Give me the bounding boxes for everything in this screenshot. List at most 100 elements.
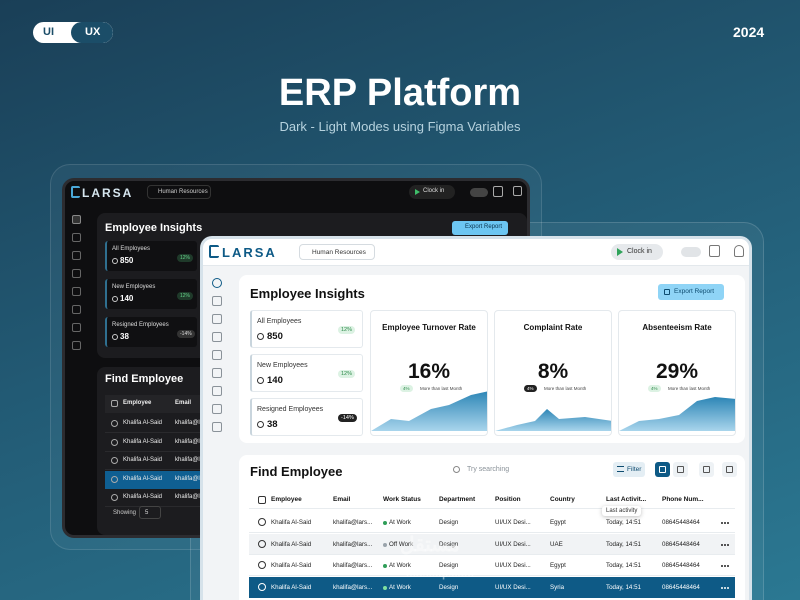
cell: khalifa@lars... xyxy=(333,519,373,526)
cell: Khalifa Al-Said xyxy=(271,540,312,548)
more-dot xyxy=(724,586,726,589)
row-avatar xyxy=(258,561,266,569)
sidebar-icon[interactable] xyxy=(72,323,81,332)
theme-toggle[interactable] xyxy=(470,188,488,197)
notify-icon[interactable] xyxy=(734,245,744,257)
search-input[interactable]: Try searching xyxy=(453,463,603,478)
table-row[interactable]: Khalifa Al-Said khalifa@lars... Off Work De… xyxy=(249,533,735,555)
cell: Today, 14:51 xyxy=(606,540,641,548)
sidebar-icon[interactable] xyxy=(72,251,81,260)
people-icon xyxy=(257,333,264,340)
module-select[interactable]: Human Resources xyxy=(147,185,211,199)
table-row[interactable]: Khalifa Al-Said khalifa@lars... At Work Des… xyxy=(249,512,735,533)
tag[interactable]: UI xyxy=(43,26,54,38)
stat-card: New Employees 140 12% xyxy=(105,279,197,309)
view-toggle[interactable] xyxy=(655,462,670,477)
cell: Off Work xyxy=(389,540,414,548)
cell: khalifa@lars... xyxy=(333,562,373,569)
tooltip: Last activity xyxy=(602,506,642,516)
sidebar-icon[interactable] xyxy=(212,386,222,396)
cell: At Work xyxy=(389,519,411,526)
more-dot xyxy=(721,522,723,524)
status-dot xyxy=(383,521,387,525)
row-avatar xyxy=(258,582,266,591)
stat-badge: 12% xyxy=(338,326,356,334)
stat-badge: 12% xyxy=(177,292,194,300)
cell: At Work xyxy=(389,583,411,591)
sidebar-icon[interactable] xyxy=(212,350,222,360)
stat-value: 850 xyxy=(120,256,134,265)
people-icon xyxy=(112,258,118,264)
sidebar-icon[interactable] xyxy=(212,296,222,306)
light-screen: LARSA Human Resources Clock in Employee Ins… xyxy=(200,236,752,600)
top-bar xyxy=(203,239,749,266)
page-size-select[interactable]: 5 xyxy=(139,506,161,519)
sidebar-icon[interactable] xyxy=(72,269,81,278)
row-avatar xyxy=(111,420,118,427)
sidebar-icon[interactable] xyxy=(212,368,222,378)
cell: Design xyxy=(439,540,459,548)
view-toggle[interactable] xyxy=(722,462,737,477)
stat-value: 140 xyxy=(120,294,134,303)
row-avatar xyxy=(111,457,118,464)
sidebar-icon[interactable] xyxy=(72,215,81,224)
stat-card: All Employees 850 12% xyxy=(250,310,363,348)
module-label: Human Resources xyxy=(158,189,208,195)
cell: Khalifa Al-Said xyxy=(271,583,312,591)
cell: UI/UX Desi... xyxy=(495,519,531,526)
status-dot xyxy=(383,585,387,590)
translate-icon[interactable] xyxy=(493,186,503,197)
employee-email: khalifa@lom xyxy=(175,475,209,482)
checkbox[interactable] xyxy=(111,400,118,407)
sidebar-icon[interactable] xyxy=(72,305,81,314)
translate-icon[interactable] xyxy=(709,245,720,257)
cell: UI/UX Desi... xyxy=(495,583,531,591)
stat-label: New Employees xyxy=(257,362,308,369)
view-toggle[interactable] xyxy=(699,462,714,477)
clock-in-button[interactable]: Clock in xyxy=(409,185,455,199)
employee-email: khalifa@lom xyxy=(175,457,209,463)
theme-toggle[interactable] xyxy=(681,247,701,257)
notify-icon[interactable] xyxy=(513,186,522,196)
status-dot xyxy=(383,542,387,547)
rate-value: 8% xyxy=(537,360,569,383)
table-row[interactable]: Khalifa Al-Said khalifa@lars... At Work Des… xyxy=(249,576,735,598)
checkbox[interactable] xyxy=(258,496,266,504)
module-select[interactable]: Human Resources xyxy=(299,244,375,260)
watermark-arabic: مستقل xyxy=(400,534,460,556)
rate-badge: 4% xyxy=(400,385,413,392)
rate-card: Complaint Rate 8% 4% More than last Month xyxy=(494,310,612,436)
cell: Syria xyxy=(550,583,565,591)
stat-value: 38 xyxy=(120,332,129,341)
sidebar-icon[interactable] xyxy=(212,332,222,342)
find-panel: Find Employee Try searching Filter Employee… xyxy=(239,455,745,600)
view-toggle[interactable] xyxy=(673,462,688,477)
tag[interactable]: UX xyxy=(85,26,101,38)
clock-in-button[interactable]: Clock in xyxy=(611,244,663,260)
sidebar-icon[interactable] xyxy=(212,404,222,414)
status-dot xyxy=(383,564,387,568)
table-row[interactable]: Khalifa Al-Said khalifa@lars... At Work Des… xyxy=(249,555,735,576)
sidebar-icon[interactable] xyxy=(212,314,222,324)
sidebar-icon[interactable] xyxy=(72,341,81,350)
people-icon xyxy=(112,334,118,340)
stat-badge: -14% xyxy=(177,330,195,338)
sidebar-icon[interactable] xyxy=(212,422,222,432)
cell: khalifa@lars... xyxy=(333,540,373,548)
people-icon xyxy=(257,377,264,384)
play-icon xyxy=(617,248,623,256)
more-dot xyxy=(721,586,723,589)
sparkline-area xyxy=(495,409,611,431)
stat-card: Resigned Employees 38 -14% xyxy=(250,398,363,436)
sidebar-icon[interactable] xyxy=(212,278,222,288)
column-header: Employee xyxy=(271,496,302,503)
filter-button[interactable]: Filter xyxy=(613,462,645,477)
sidebar-icon[interactable] xyxy=(72,287,81,296)
sidebar-icon[interactable] xyxy=(72,233,81,242)
export-button[interactable]: Export Report xyxy=(658,284,724,300)
sparkline xyxy=(371,391,487,431)
filter-label: Filter xyxy=(627,466,642,473)
people-icon xyxy=(257,421,264,428)
export-button[interactable]: Export Report xyxy=(452,221,508,235)
